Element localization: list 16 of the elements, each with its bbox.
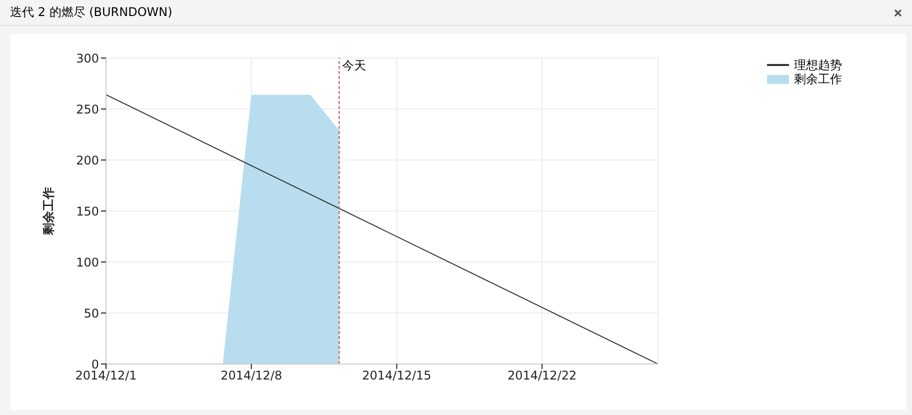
y-tick-label: 250 <box>76 102 99 116</box>
y-tick-label: 200 <box>76 153 99 168</box>
x-tick-label: 2014/12/1 <box>75 368 137 383</box>
y-tick-label: 0 <box>91 357 99 372</box>
ref-line-label: 今天 <box>342 58 366 73</box>
y-axis-title: 剩余工作 <box>41 187 56 236</box>
y-tick-label: 50 <box>84 306 99 320</box>
chart-title: 迭代 2 的燃尽 (BURNDOWN) <box>10 4 172 21</box>
legend-label: 剩余工作 <box>794 72 842 86</box>
legend-label: 理想趋势 <box>794 58 842 72</box>
y-tick-label: 100 <box>76 255 99 270</box>
y-tick-label: 150 <box>76 204 99 218</box>
x-tick-label: 2014/12/22 <box>507 368 577 383</box>
x-tick-label: 2014/12/8 <box>220 368 282 383</box>
y-tick-label: 300 <box>76 51 99 66</box>
x-tick-label: 2014/12/15 <box>362 368 432 383</box>
